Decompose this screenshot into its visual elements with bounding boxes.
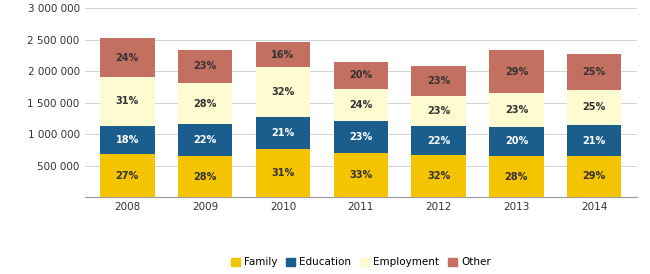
Text: 16%: 16% bbox=[271, 50, 294, 60]
Text: 23%: 23% bbox=[194, 61, 216, 72]
Bar bbox=[411, 127, 466, 155]
Bar bbox=[100, 38, 155, 77]
Text: 23%: 23% bbox=[505, 105, 528, 115]
Text: 25%: 25% bbox=[582, 102, 606, 112]
Text: 28%: 28% bbox=[194, 99, 217, 109]
Bar bbox=[411, 66, 466, 96]
Bar bbox=[255, 42, 310, 67]
Bar bbox=[178, 50, 232, 83]
Bar bbox=[567, 54, 621, 90]
Text: 24%: 24% bbox=[116, 53, 139, 62]
Bar bbox=[567, 90, 621, 125]
Text: 33%: 33% bbox=[349, 170, 372, 180]
Bar bbox=[489, 127, 543, 156]
Bar bbox=[178, 124, 232, 156]
Bar bbox=[333, 62, 388, 89]
Text: 21%: 21% bbox=[271, 128, 294, 138]
Bar bbox=[489, 156, 543, 197]
Text: 21%: 21% bbox=[582, 136, 606, 145]
Bar bbox=[489, 93, 543, 127]
Text: 28%: 28% bbox=[194, 172, 217, 182]
Text: 18%: 18% bbox=[116, 135, 139, 145]
Text: 31%: 31% bbox=[271, 168, 294, 178]
Text: 32%: 32% bbox=[271, 87, 294, 97]
Text: 29%: 29% bbox=[582, 172, 606, 181]
Text: 25%: 25% bbox=[582, 67, 606, 76]
Text: 31%: 31% bbox=[116, 96, 139, 106]
Bar bbox=[333, 153, 388, 197]
Text: 22%: 22% bbox=[427, 136, 450, 146]
Bar bbox=[411, 96, 466, 127]
Text: 23%: 23% bbox=[349, 132, 372, 142]
Text: 23%: 23% bbox=[427, 76, 450, 86]
Text: 22%: 22% bbox=[194, 135, 216, 145]
Text: 20%: 20% bbox=[349, 70, 372, 80]
Text: 32%: 32% bbox=[427, 171, 450, 181]
Bar bbox=[489, 50, 543, 93]
Bar bbox=[255, 149, 310, 197]
Bar bbox=[567, 125, 621, 156]
Bar bbox=[178, 156, 232, 197]
Text: 24%: 24% bbox=[349, 100, 372, 110]
Text: 27%: 27% bbox=[116, 171, 139, 181]
Text: 28%: 28% bbox=[504, 172, 528, 182]
Text: 29%: 29% bbox=[505, 67, 528, 77]
Bar bbox=[178, 83, 232, 124]
Bar bbox=[333, 89, 388, 121]
Bar bbox=[255, 117, 310, 149]
Legend: Family, Education, Employment, Other: Family, Education, Employment, Other bbox=[226, 253, 495, 272]
Text: 23%: 23% bbox=[427, 106, 450, 116]
Bar bbox=[567, 156, 621, 197]
Bar bbox=[100, 126, 155, 155]
Text: 20%: 20% bbox=[505, 136, 528, 147]
Bar bbox=[333, 121, 388, 153]
Bar bbox=[255, 67, 310, 117]
Bar bbox=[411, 155, 466, 197]
Bar bbox=[100, 77, 155, 126]
Bar bbox=[100, 155, 155, 197]
